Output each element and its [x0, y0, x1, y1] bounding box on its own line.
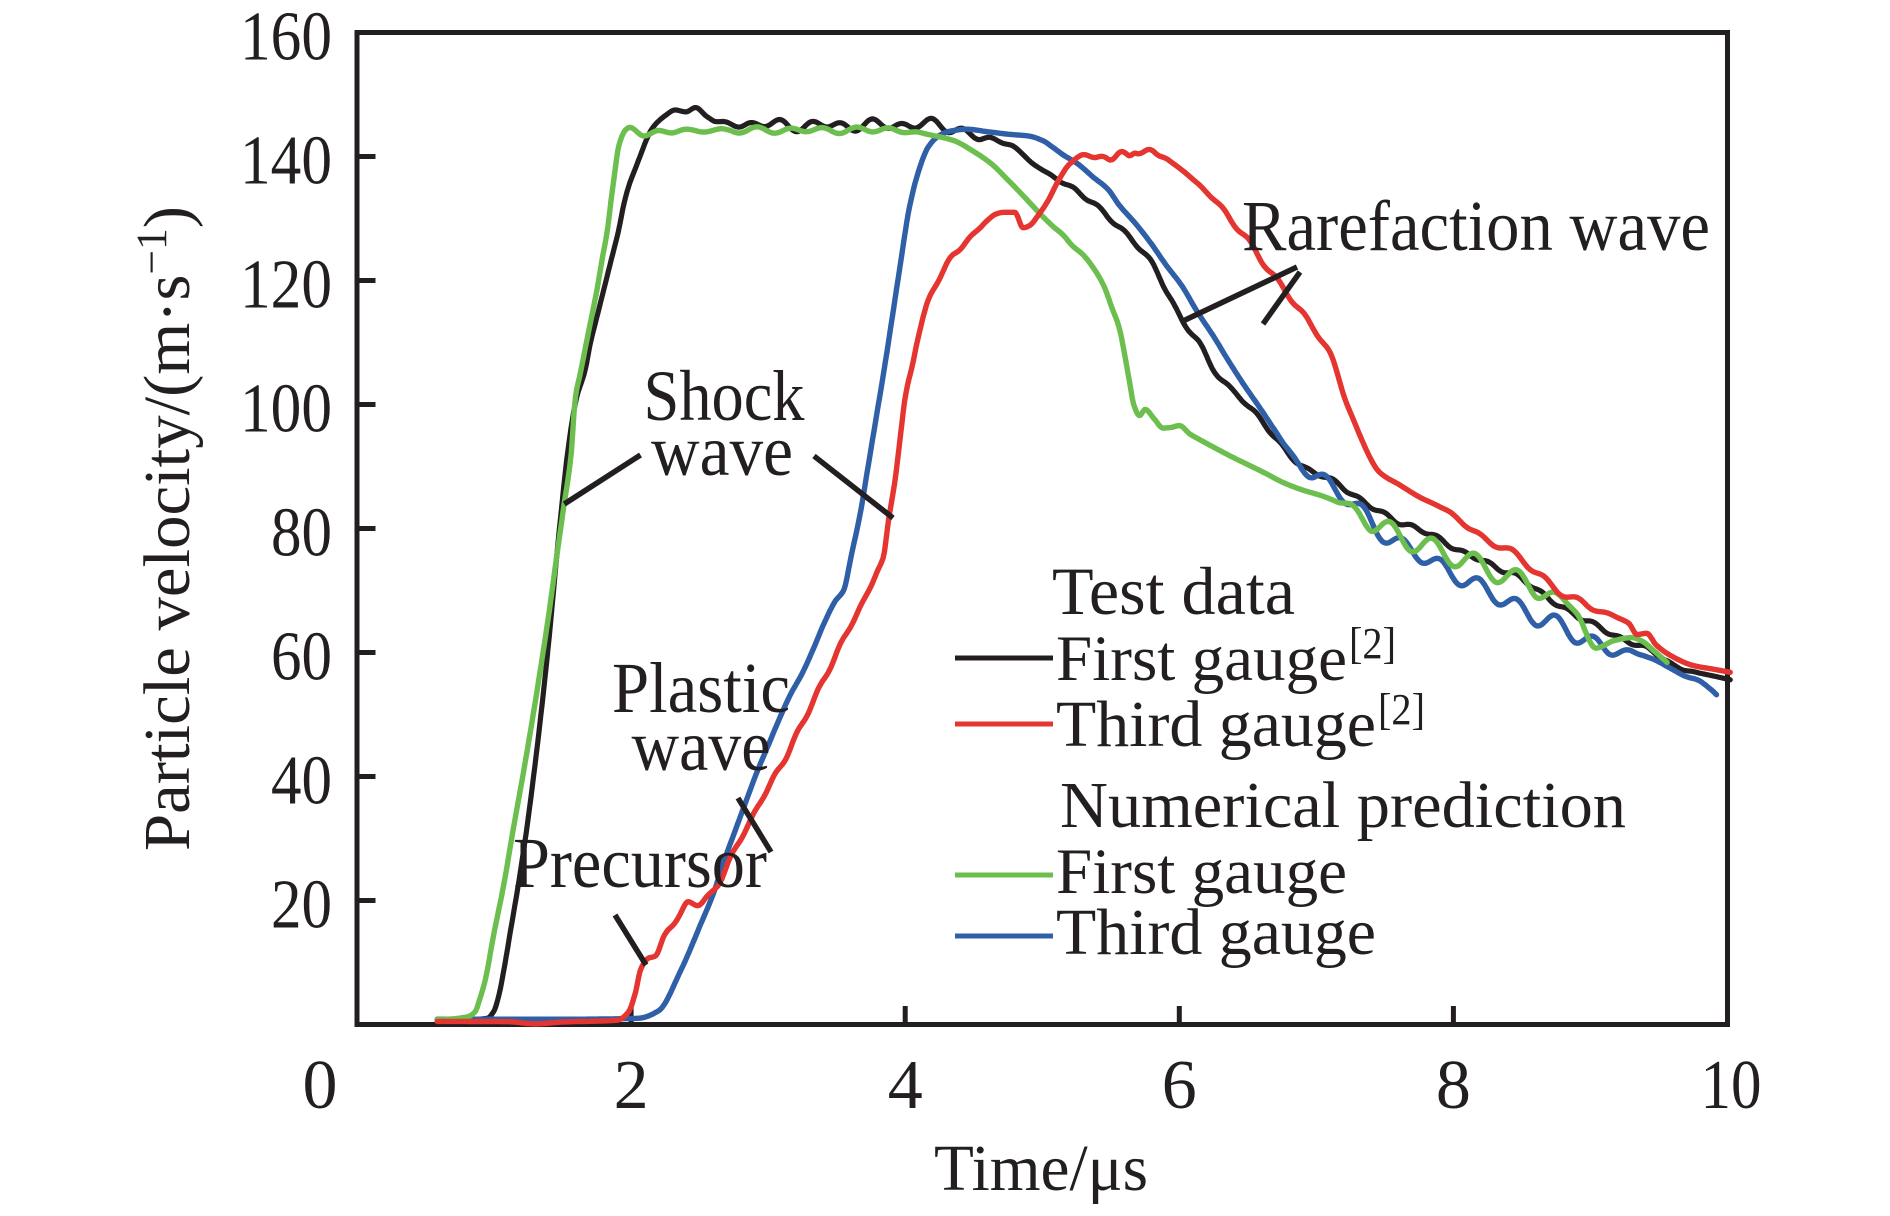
- svg-text:10: 10: [1701, 1047, 1762, 1124]
- svg-text:Numerical prediction: Numerical prediction: [1060, 769, 1626, 842]
- svg-text:wave: wave: [632, 706, 771, 786]
- svg-text:Particle velocity/(m·s−1): Particle velocity/(m·s−1): [129, 206, 205, 851]
- svg-text:Precursor: Precursor: [513, 823, 767, 903]
- svg-text:Third gauge: Third gauge: [1056, 896, 1376, 969]
- svg-text:4: 4: [888, 1047, 923, 1124]
- svg-text:Test data: Test data: [1052, 553, 1295, 629]
- svg-text:[2]: [2]: [1349, 619, 1396, 668]
- svg-text:First gauge: First gauge: [1056, 836, 1347, 908]
- svg-text:80: 80: [271, 495, 332, 572]
- svg-text:Rarefaction wave: Rarefaction wave: [1242, 186, 1710, 266]
- svg-text:0: 0: [303, 1047, 338, 1124]
- svg-text:Time/μs: Time/μs: [934, 1132, 1148, 1205]
- svg-text:First gauge: First gauge: [1056, 623, 1347, 695]
- svg-text:wave: wave: [651, 411, 793, 491]
- svg-text:160: 160: [240, 0, 332, 76]
- svg-text:40: 40: [271, 743, 332, 820]
- svg-text:140: 140: [240, 123, 332, 200]
- svg-text:120: 120: [240, 247, 332, 324]
- svg-text:[2]: [2]: [1378, 685, 1425, 734]
- svg-text:60: 60: [271, 619, 332, 696]
- svg-text:Plastic: Plastic: [612, 648, 790, 728]
- svg-text:Shock: Shock: [644, 356, 805, 436]
- svg-text:6: 6: [1162, 1047, 1197, 1124]
- svg-text:20: 20: [271, 867, 332, 944]
- svg-text:8: 8: [1436, 1047, 1471, 1124]
- svg-text:Third gauge: Third gauge: [1056, 688, 1376, 761]
- svg-text:2: 2: [614, 1047, 649, 1124]
- svg-text:100: 100: [240, 371, 332, 448]
